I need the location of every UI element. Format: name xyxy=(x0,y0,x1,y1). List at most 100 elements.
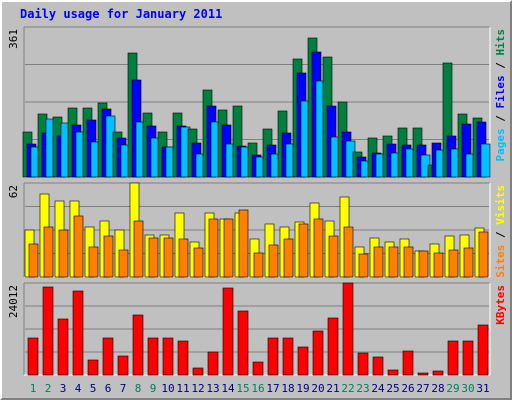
bar-kbytes-day-13 xyxy=(207,351,219,376)
x-tick-day-26: 26 xyxy=(401,382,414,395)
bar-kbytes-day-3 xyxy=(57,318,69,376)
x-tick-day-27: 27 xyxy=(416,382,429,395)
bar-pages-day-31 xyxy=(480,143,491,178)
x-tick-day-11: 11 xyxy=(176,382,189,395)
bar-sites-day-3 xyxy=(58,229,69,278)
bar-kbytes-day-4 xyxy=(72,290,84,376)
x-tick-day-9: 9 xyxy=(150,382,157,395)
bar-kbytes-day-10 xyxy=(162,337,174,376)
x-tick-day-30: 30 xyxy=(461,382,474,395)
bar-sites-day-30 xyxy=(463,247,474,278)
legend-kbytes: KBytes xyxy=(494,285,507,325)
series-legend-hits-files-pages: Pages / Files / Hits xyxy=(494,29,507,162)
bar-sites-day-16 xyxy=(253,252,264,278)
chart-title: Daily usage for January 2011 xyxy=(20,7,223,21)
legend-hits: Hits xyxy=(494,29,507,56)
bar-sites-day-2 xyxy=(43,226,54,278)
x-tick-day-29: 29 xyxy=(446,382,459,395)
x-tick-day-18: 18 xyxy=(281,382,294,395)
bar-sites-day-29 xyxy=(448,249,459,278)
bar-sites-day-6 xyxy=(103,235,114,278)
x-tick-day-8: 8 xyxy=(135,382,142,395)
bar-sites-day-1 xyxy=(28,243,39,278)
bar-sites-day-24 xyxy=(373,246,384,278)
x-tick-day-25: 25 xyxy=(386,382,399,395)
bar-kbytes-day-14 xyxy=(222,287,234,376)
bar-kbytes-day-1 xyxy=(27,337,39,376)
bar-kbytes-day-18 xyxy=(282,337,294,376)
legend-separator: / xyxy=(494,225,507,245)
bar-sites-day-31 xyxy=(478,231,489,278)
bar-sites-day-20 xyxy=(313,218,324,278)
bar-sites-day-26 xyxy=(403,246,414,278)
x-tick-day-6: 6 xyxy=(105,382,112,395)
bar-kbytes-day-24 xyxy=(372,356,384,376)
bar-kbytes-day-31 xyxy=(477,324,489,376)
bar-kbytes-day-30 xyxy=(462,340,474,376)
x-tick-day-14: 14 xyxy=(221,382,235,395)
x-tick-day-28: 28 xyxy=(431,382,444,395)
bar-sites-day-12 xyxy=(193,247,204,278)
bar-sites-day-9 xyxy=(148,237,159,278)
bar-kbytes-day-19 xyxy=(297,346,309,376)
x-tick-day-17: 17 xyxy=(266,382,279,395)
bar-sites-day-10 xyxy=(163,237,174,278)
bar-kbytes-day-20 xyxy=(312,330,324,376)
x-tick-day-24: 24 xyxy=(371,382,385,395)
bar-kbytes-day-7 xyxy=(117,355,129,376)
y-max-label-hits-files-pages: 361 xyxy=(7,29,20,49)
y-max-label-visits-sites: 62 xyxy=(7,185,20,198)
x-tick-day-20: 20 xyxy=(311,382,324,395)
legend-pages: Pages xyxy=(494,128,507,161)
x-tick-day-21: 21 xyxy=(326,382,339,395)
x-tick-day-22: 22 xyxy=(341,382,354,395)
x-tick-day-1: 1 xyxy=(30,382,37,395)
bar-kbytes-day-2 xyxy=(42,286,54,376)
bar-sites-day-13 xyxy=(208,218,219,278)
bar-kbytes-day-15 xyxy=(237,310,249,376)
legend-separator: / xyxy=(494,56,507,76)
x-tick-day-4: 4 xyxy=(75,382,82,395)
x-tick-day-31: 31 xyxy=(476,382,489,395)
bar-sites-day-18 xyxy=(283,238,294,278)
series-legend-visits-sites: Sites / Visits xyxy=(494,185,507,278)
bar-sites-day-28 xyxy=(433,252,444,278)
bar-sites-day-4 xyxy=(73,215,84,278)
legend-visits: Visits xyxy=(494,185,507,225)
legend-sites: Sites xyxy=(494,245,507,278)
x-tick-day-12: 12 xyxy=(191,382,204,395)
bar-sites-day-7 xyxy=(118,249,129,278)
x-tick-day-3: 3 xyxy=(60,382,67,395)
bar-sites-day-11 xyxy=(178,238,189,278)
bar-kbytes-day-25 xyxy=(387,369,399,376)
bar-kbytes-day-28 xyxy=(432,370,444,376)
bar-sites-day-17 xyxy=(268,244,279,278)
bar-kbytes-day-9 xyxy=(147,337,159,376)
x-tick-day-7: 7 xyxy=(120,382,127,395)
bar-kbytes-day-21 xyxy=(327,317,339,376)
x-tick-day-2: 2 xyxy=(45,382,52,395)
bar-sites-day-15 xyxy=(238,209,249,278)
bar-sites-day-5 xyxy=(88,246,99,278)
x-tick-day-10: 10 xyxy=(161,382,174,395)
bar-kbytes-day-17 xyxy=(267,337,279,376)
bar-sites-day-27 xyxy=(418,250,429,278)
bar-kbytes-day-27 xyxy=(417,372,429,376)
bar-sites-day-21 xyxy=(328,235,339,278)
bar-sites-day-19 xyxy=(298,223,309,278)
bar-kbytes-day-26 xyxy=(402,350,414,376)
bar-kbytes-day-5 xyxy=(87,359,99,376)
bar-kbytes-day-16 xyxy=(252,361,264,376)
bar-sites-day-25 xyxy=(388,246,399,278)
bar-kbytes-day-23 xyxy=(357,352,369,376)
bar-kbytes-day-8 xyxy=(132,314,144,376)
legend-files: Files xyxy=(494,75,507,108)
x-tick-day-5: 5 xyxy=(90,382,97,395)
bar-sites-day-14 xyxy=(223,218,234,278)
legend-separator: / xyxy=(494,109,507,129)
bar-sites-day-23 xyxy=(358,253,369,278)
bar-sites-day-8 xyxy=(133,220,144,278)
bar-kbytes-day-6 xyxy=(102,337,114,376)
bar-sites-day-22 xyxy=(343,226,354,278)
